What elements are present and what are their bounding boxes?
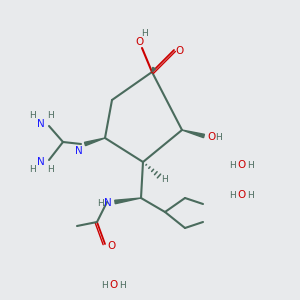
Polygon shape <box>152 67 155 72</box>
Text: N: N <box>37 119 45 129</box>
Text: N: N <box>37 157 45 167</box>
Text: H: H <box>30 166 36 175</box>
Text: H: H <box>216 133 222 142</box>
Text: H: H <box>120 280 126 290</box>
Text: O: O <box>136 37 144 47</box>
Text: H: H <box>247 190 254 200</box>
Text: O: O <box>237 160 245 170</box>
Text: H: H <box>102 280 108 290</box>
Polygon shape <box>115 198 141 204</box>
Text: H: H <box>97 199 104 208</box>
Text: O: O <box>237 190 245 200</box>
Text: H: H <box>30 112 36 121</box>
Text: N: N <box>75 146 83 156</box>
Text: H: H <box>229 160 236 169</box>
Text: O: O <box>208 132 216 142</box>
Text: O: O <box>176 46 184 56</box>
Text: H: H <box>247 160 254 169</box>
Text: H: H <box>46 112 53 121</box>
Text: N: N <box>104 198 112 208</box>
Text: H: H <box>46 166 53 175</box>
Polygon shape <box>182 130 205 138</box>
Text: H: H <box>162 175 168 184</box>
Text: O: O <box>110 280 118 290</box>
Polygon shape <box>85 138 105 146</box>
Text: H: H <box>142 29 148 38</box>
Text: O: O <box>108 241 116 251</box>
Text: H: H <box>229 190 236 200</box>
